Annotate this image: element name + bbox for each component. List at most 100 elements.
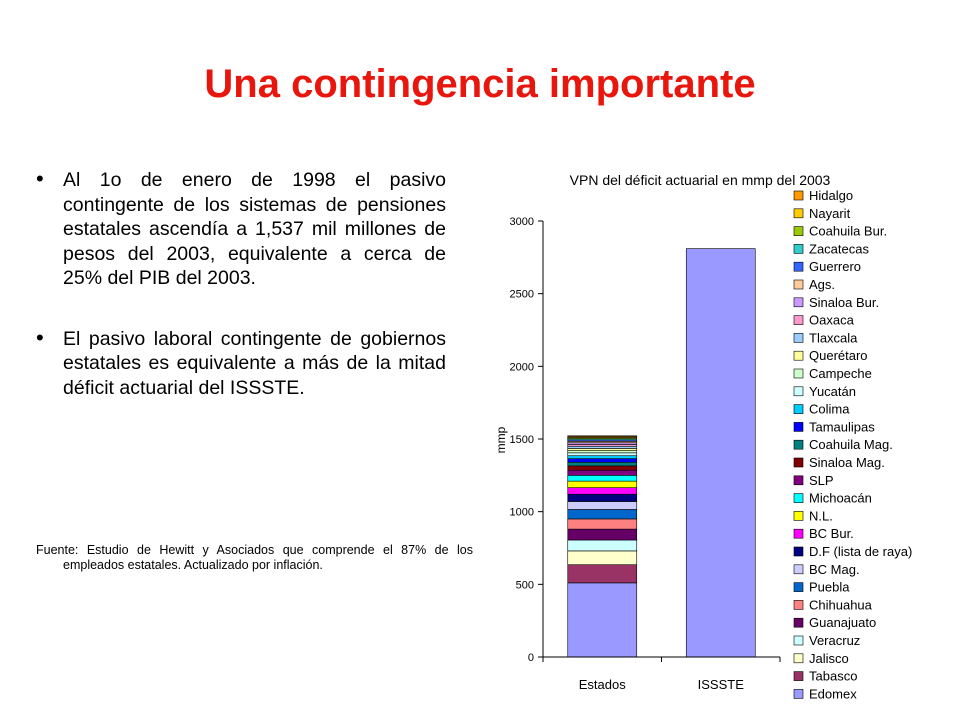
bullet-item: • Al 1o de enero de 1998 el pasivo conti…: [36, 168, 446, 291]
legend-label: Veracruz: [809, 633, 860, 648]
bar-segment: [567, 445, 638, 449]
bullet-item: • El pasivo laboral contingente de gobie…: [36, 324, 446, 401]
x-category-label: Estados: [579, 677, 626, 692]
legend-swatch: [793, 671, 804, 681]
legend-swatch: [793, 226, 804, 236]
legend-swatch: [793, 493, 804, 503]
bar-segment: [567, 487, 638, 495]
bar-segment: [567, 582, 638, 658]
legend-swatch: [793, 635, 804, 646]
y-axis-label: mmp: [494, 426, 508, 453]
legend-label: Guanajuato: [809, 615, 876, 630]
bullet-text: El pasivo laboral contingente de gobiern…: [63, 327, 446, 399]
bar-segment: [567, 528, 638, 541]
bar-segment: [567, 469, 638, 476]
legend-swatch: [793, 457, 804, 468]
legend-swatch: [793, 244, 804, 254]
legend-label: Colima: [809, 402, 850, 417]
legend-label: SLP: [809, 473, 834, 488]
legend-swatch: [793, 208, 804, 219]
legend-swatch: [793, 386, 804, 397]
bar-segment: [567, 501, 638, 510]
legend-label: BC Bur.: [809, 526, 854, 541]
y-tick-label: 1000: [510, 507, 534, 519]
bar-segment: [567, 539, 638, 552]
legend-label: Hidalgo: [809, 188, 853, 203]
slide-title: Una contingencia importante: [204, 62, 756, 106]
y-tick-label: 2000: [510, 361, 534, 373]
y-tick-label: 1500: [510, 434, 534, 446]
legend-swatch: [793, 528, 804, 539]
bar-segment: [567, 435, 638, 437]
bar-segment: [567, 480, 638, 488]
bar-segment: [567, 550, 638, 566]
legend-label: N.L.: [809, 508, 833, 523]
bar-segment: [567, 448, 638, 451]
legend-swatch: [793, 511, 804, 521]
legend-swatch: [793, 600, 804, 610]
legend-label: Guerrero: [809, 259, 861, 274]
legend-label: Tamaulipas: [809, 419, 875, 434]
legend-swatch: [793, 422, 804, 432]
legend-swatch: [793, 333, 804, 343]
bullet-list: • Al 1o de enero de 1998 el pasivo conti…: [36, 168, 446, 436]
legend-swatch: [793, 368, 804, 379]
legend-label: D.F (lista de raya): [809, 544, 912, 559]
bullet-text: Al 1o de enero de 1998 el pasivo conting…: [63, 169, 446, 289]
legend-swatch: [793, 297, 804, 308]
legend-swatch: [793, 261, 804, 272]
legend-label: Nayarit: [809, 206, 851, 221]
legend-swatch: [793, 582, 804, 592]
x-category-label: ISSSTE: [698, 677, 745, 692]
legend-label: Oaxaca: [809, 313, 855, 328]
legend-swatch: [793, 350, 804, 361]
legend-swatch: [793, 653, 804, 664]
legend-label: Querétaro: [809, 348, 868, 363]
bar-segment: [567, 458, 638, 463]
legend-swatch: [793, 689, 804, 699]
bar-segment: [567, 465, 638, 471]
legend-swatch: [793, 279, 804, 290]
legend-label: Coahuila Bur.: [809, 224, 887, 239]
stacked-bar-chart: VPN del déficit actuarial en mmp del 200…: [494, 172, 912, 701]
bar-segment: [567, 455, 638, 459]
legend-swatch: [793, 315, 804, 325]
bar-segment: [685, 248, 756, 658]
bar-segment: [567, 493, 638, 502]
bar-segment: [567, 475, 638, 482]
source-note: Fuente: Estudio de Hewitt y Asociados qu…: [36, 543, 473, 572]
legend-label: Chihuahua: [809, 597, 873, 612]
legend-label: Sinaloa Mag.: [809, 455, 885, 470]
legend-label: Ags.: [809, 277, 835, 292]
y-tick-label: 0: [528, 652, 534, 664]
legend-label: Coahuila Mag.: [809, 437, 893, 452]
legend-swatch: [793, 475, 804, 486]
legend-swatch: [793, 617, 804, 628]
legend-swatch: [793, 546, 804, 557]
legend-label: Tlaxcala: [809, 330, 858, 345]
y-tick-label: 3000: [510, 216, 534, 228]
bar-segment: [567, 564, 638, 584]
legend-label: Zacatecas: [809, 241, 869, 256]
legend-label: Tabasco: [809, 669, 857, 684]
bullet-dot-icon: •: [36, 324, 44, 350]
bar-segment: [567, 452, 638, 457]
legend-label: BC Mag.: [809, 562, 860, 577]
bar-segment: [567, 461, 638, 467]
bar-segment: [567, 509, 638, 520]
bar-segment: [567, 518, 638, 530]
legend-swatch: [793, 439, 804, 450]
legend-label: Jalisco: [809, 651, 849, 666]
legend-label: Edomex: [809, 686, 857, 701]
bullet-dot-icon: •: [36, 166, 44, 191]
y-tick-label: 2500: [510, 289, 534, 301]
y-tick-label: 500: [516, 579, 534, 591]
legend-label: Puebla: [809, 580, 850, 595]
legend-label: Yucatán: [809, 384, 856, 399]
bar-segment: [567, 450, 638, 454]
legend-swatch: [793, 564, 804, 575]
legend-label: Campeche: [809, 366, 872, 381]
chart-title: VPN del déficit actuarial en mmp del 200…: [570, 172, 831, 188]
legend-label: Michoacán: [809, 491, 872, 506]
legend-swatch: [793, 190, 804, 201]
